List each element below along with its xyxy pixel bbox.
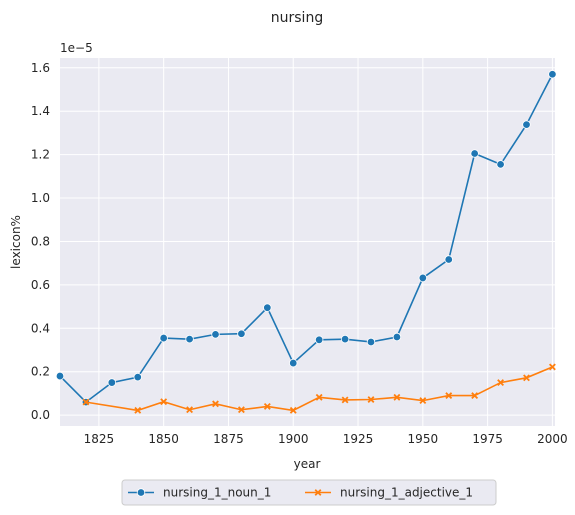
data-point bbox=[496, 160, 505, 169]
y-tick-label: 1.2 bbox=[31, 148, 50, 162]
y-tick-label: 1.0 bbox=[31, 191, 50, 205]
series-1 bbox=[55, 70, 557, 407]
data-point bbox=[393, 393, 401, 401]
data-point bbox=[237, 406, 245, 414]
y-tick-label: 0.0 bbox=[31, 408, 50, 422]
data-point bbox=[185, 334, 194, 344]
x-tick-label: 1975 bbox=[472, 432, 503, 446]
data-point bbox=[211, 330, 220, 339]
data-point bbox=[237, 329, 246, 338]
legend-label: nursing_1_adjective_1 bbox=[340, 486, 473, 500]
data-point bbox=[315, 393, 323, 401]
data-point bbox=[418, 273, 428, 283]
data-point bbox=[263, 403, 271, 410]
legend-item: nursing_1_adjective_1 bbox=[305, 486, 473, 500]
data-point bbox=[367, 396, 375, 403]
data-point bbox=[444, 255, 453, 264]
y-tick-label: 0.4 bbox=[31, 321, 50, 335]
chart-title: nursing bbox=[271, 10, 323, 26]
data-point bbox=[523, 374, 530, 382]
data-point bbox=[82, 398, 90, 406]
data-point bbox=[419, 397, 427, 405]
y-tick-label: 1.4 bbox=[31, 104, 50, 118]
data-point bbox=[340, 334, 350, 344]
y-tick-label: 0.8 bbox=[31, 234, 50, 248]
plot-area bbox=[60, 58, 555, 426]
data-point bbox=[107, 378, 117, 387]
data-point bbox=[548, 70, 557, 79]
data-point bbox=[341, 396, 349, 404]
legend-label: nursing_1_noun_1 bbox=[163, 486, 271, 500]
data-point bbox=[470, 149, 479, 158]
x-tick-label: 1925 bbox=[343, 432, 374, 446]
data-point bbox=[160, 398, 168, 406]
legend-swatch-marker bbox=[136, 488, 146, 497]
y-tick-label: 0.2 bbox=[31, 365, 50, 379]
x-tick-label: 2000 bbox=[537, 432, 568, 446]
x-tick-label: 1825 bbox=[84, 432, 115, 446]
data-point bbox=[522, 120, 531, 129]
data-point bbox=[289, 358, 298, 368]
series-layer bbox=[55, 70, 557, 414]
y-axis-label: lexicon% bbox=[9, 215, 23, 269]
y-tick-label: 0.6 bbox=[31, 278, 50, 292]
grid bbox=[60, 58, 555, 426]
data-point bbox=[392, 332, 402, 342]
x-axis-label: year bbox=[294, 457, 321, 471]
legend-swatch-marker bbox=[314, 489, 322, 496]
data-point bbox=[134, 406, 142, 414]
data-point bbox=[497, 379, 505, 387]
data-point bbox=[133, 372, 142, 382]
legend: nursing_1_noun_1 nursing_1_adjective_1 bbox=[121, 479, 497, 506]
y-ticks: 0.0 0.2 0.4 0.6 0.8 1.0 1.2 1.4 1.6 bbox=[31, 61, 50, 422]
y-scale-label: 1e−5 bbox=[60, 41, 93, 55]
data-point bbox=[314, 335, 324, 345]
data-point bbox=[445, 392, 453, 400]
series-2 bbox=[82, 363, 556, 414]
data-point bbox=[263, 303, 272, 312]
data-point bbox=[55, 371, 65, 381]
x-tick-label: 1850 bbox=[148, 432, 179, 446]
data-point bbox=[186, 406, 194, 414]
data-point bbox=[159, 333, 168, 343]
data-point bbox=[289, 406, 297, 414]
data-point bbox=[548, 363, 556, 371]
x-ticks: 1825 1850 1875 1900 1925 1950 1975 2000 bbox=[84, 432, 568, 446]
data-point bbox=[366, 337, 376, 347]
x-tick-label: 1875 bbox=[213, 432, 244, 446]
legend-item: nursing_1_noun_1 bbox=[128, 486, 271, 500]
data-point bbox=[212, 400, 219, 408]
y-tick-label: 1.6 bbox=[31, 61, 50, 75]
x-tick-label: 1900 bbox=[278, 432, 309, 446]
series-line bbox=[85, 366, 553, 412]
data-point bbox=[471, 392, 479, 400]
x-tick-label: 1950 bbox=[408, 432, 439, 446]
series-line bbox=[59, 73, 554, 404]
